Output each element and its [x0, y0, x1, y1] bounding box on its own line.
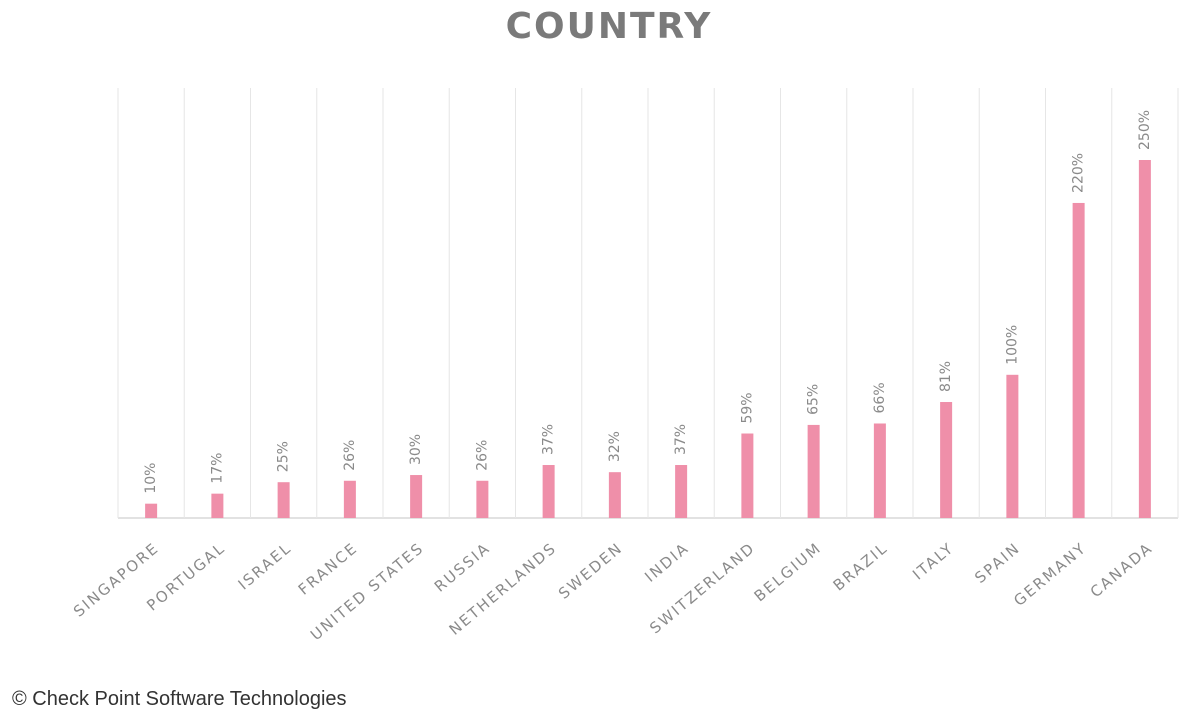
bar: [873, 423, 886, 518]
x-tick-label: SWEDEN: [555, 539, 626, 603]
value-label: 30%: [408, 434, 424, 465]
x-tick-label: UNITED STATES: [307, 539, 428, 644]
x-tick-label: RUSSIA: [431, 539, 494, 596]
bar: [277, 482, 290, 518]
value-label: 37%: [541, 424, 557, 455]
bar: [343, 480, 356, 518]
bar: [211, 493, 224, 518]
value-label: 25%: [276, 441, 292, 472]
bar: [542, 465, 555, 518]
bar: [608, 472, 621, 518]
value-label: 100%: [1004, 325, 1020, 365]
bar: [410, 475, 423, 518]
x-tick-label: ITALY: [909, 539, 958, 584]
credit: © Check Point Software Technologies: [12, 688, 347, 710]
bar: [675, 465, 688, 518]
value-label: 10%: [143, 463, 159, 494]
value-label: 17%: [209, 453, 225, 484]
bar: [1138, 160, 1151, 518]
value-label: 32%: [607, 431, 623, 462]
x-tick-label: SPAIN: [971, 539, 1024, 587]
bar: [741, 433, 754, 518]
x-tick-label: INDIA: [641, 539, 692, 586]
value-label: 37%: [673, 424, 689, 455]
x-tick-label: BRAZIL: [830, 539, 892, 595]
value-label: 220%: [1071, 153, 1087, 193]
bar: [476, 480, 489, 518]
bar: [145, 503, 158, 518]
bar: [1072, 202, 1085, 518]
chart-title: COUNTRY: [506, 6, 713, 47]
bar: [940, 402, 953, 518]
x-tick-label: BELGIUM: [751, 539, 825, 606]
value-label: 26%: [474, 440, 490, 471]
x-tick-label: CANADA: [1087, 539, 1157, 601]
x-tick-label: FRANCE: [295, 539, 362, 599]
value-label: 65%: [806, 384, 822, 415]
x-tick-label: ISRAEL: [235, 539, 295, 594]
bar: [807, 424, 820, 518]
bar: [1006, 374, 1019, 518]
value-label: 26%: [342, 440, 358, 471]
value-label: 59%: [739, 392, 755, 423]
value-label: 66%: [872, 382, 888, 413]
value-label: 81%: [938, 361, 954, 392]
x-tick-label: GERMANY: [1010, 539, 1090, 610]
value-label: 250%: [1137, 110, 1153, 150]
x-tick-label: NETHERLANDS: [446, 539, 560, 639]
